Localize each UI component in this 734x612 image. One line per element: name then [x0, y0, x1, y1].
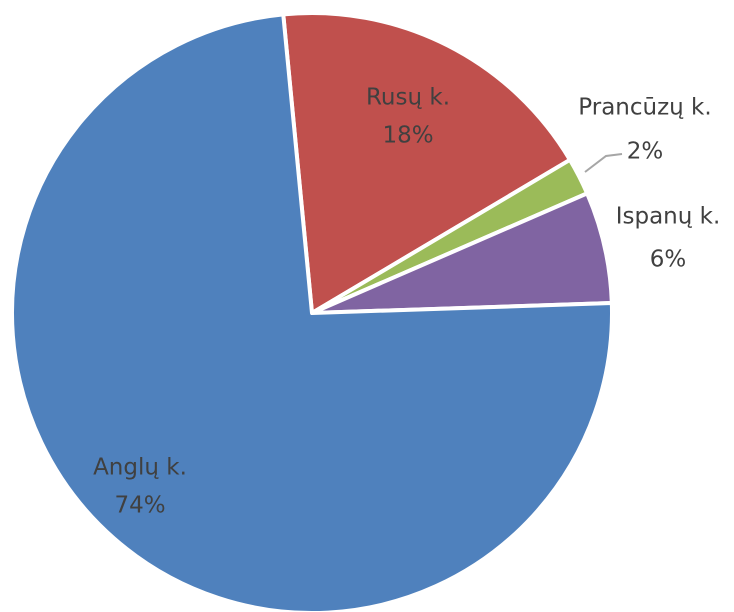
- value-label: 18%: [382, 123, 433, 149]
- leader-line: [584, 153, 623, 173]
- slice-label: Ispanų k.: [616, 204, 721, 230]
- pie-slice: [281, 11, 572, 315]
- pie-slice: [10, 12, 614, 612]
- value-label: 6%: [650, 247, 687, 273]
- value-label: 74%: [114, 493, 165, 519]
- slice-label: Anglų k.: [93, 455, 187, 481]
- value-label: 2%: [627, 139, 664, 165]
- slice-label: Prancūzų k.: [578, 95, 711, 121]
- slice-label: Rusų k.: [366, 85, 450, 111]
